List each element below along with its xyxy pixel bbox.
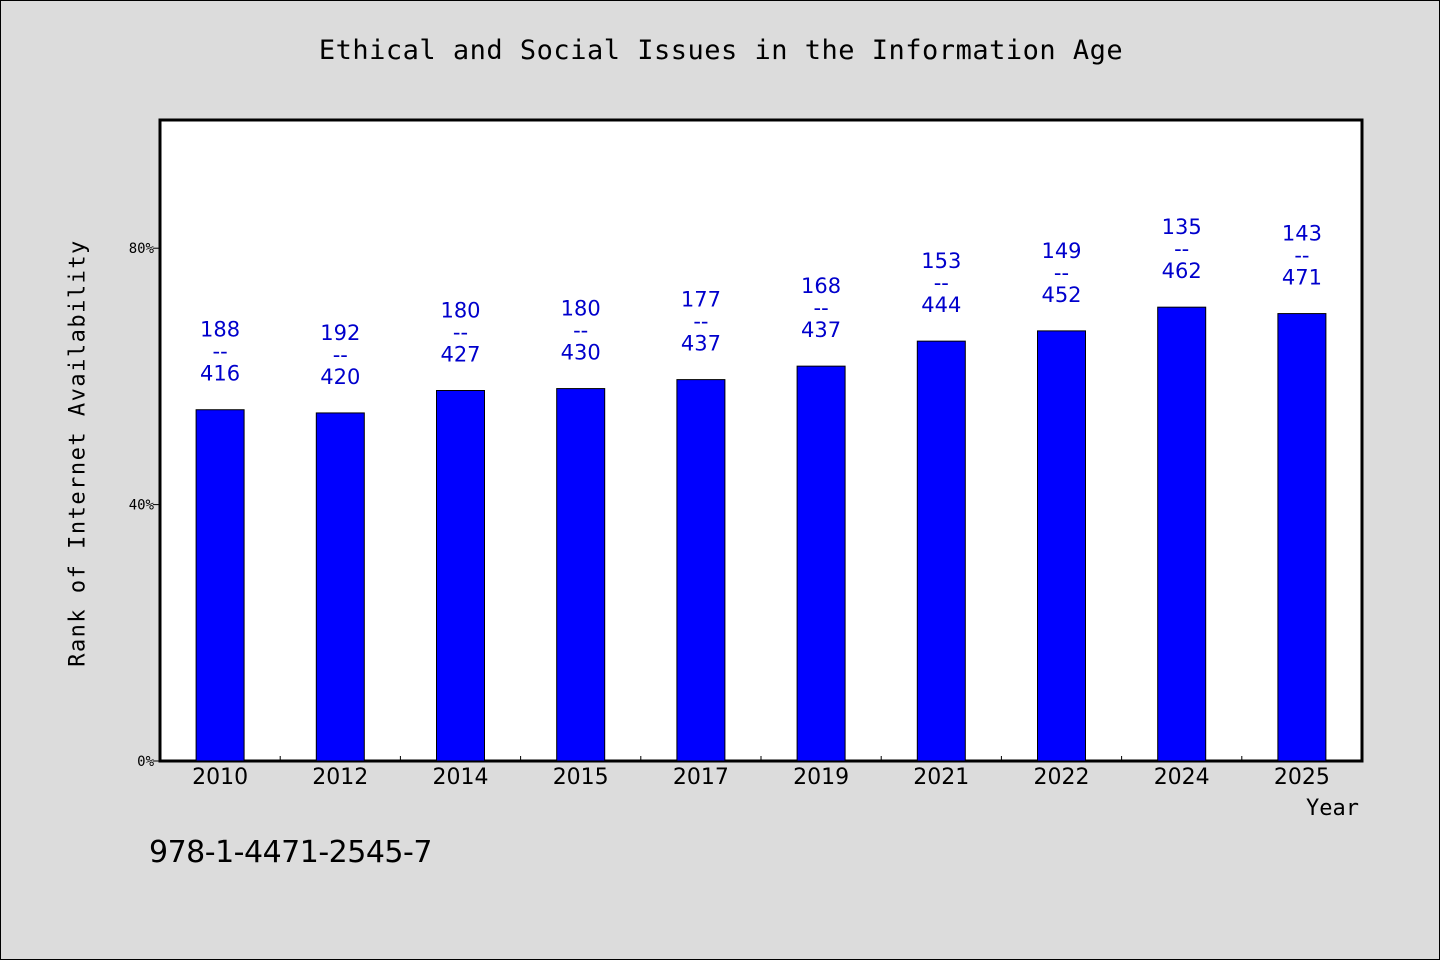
bar bbox=[1277, 313, 1327, 762]
y-tick-label: 0% bbox=[137, 754, 154, 770]
data-label: 168 bbox=[801, 274, 841, 298]
data-label: 416 bbox=[200, 362, 240, 386]
bar bbox=[195, 409, 245, 762]
x-tick-label: 2019 bbox=[793, 765, 849, 790]
data-label: 462 bbox=[1162, 259, 1202, 283]
x-tick-label: 2012 bbox=[312, 765, 368, 790]
data-label: 153 bbox=[921, 249, 961, 273]
x-tick-label: 2022 bbox=[1034, 765, 1090, 790]
x-tick-label: 2017 bbox=[673, 765, 729, 790]
data-label: -- bbox=[453, 321, 468, 345]
bar bbox=[916, 340, 966, 762]
data-label: 452 bbox=[1041, 283, 1081, 307]
bar bbox=[436, 390, 485, 762]
x-axis-label: Year bbox=[1306, 796, 1359, 821]
bar bbox=[676, 379, 726, 762]
y-tick-label: 80% bbox=[129, 241, 155, 257]
x-tick-label: 2014 bbox=[433, 765, 489, 790]
data-label: -- bbox=[213, 340, 228, 364]
x-tick-label: 2021 bbox=[913, 765, 969, 790]
data-label: -- bbox=[333, 343, 348, 367]
x-tick-label: 2015 bbox=[553, 765, 609, 790]
x-tick-label: 2025 bbox=[1274, 765, 1330, 790]
data-label: 427 bbox=[440, 343, 480, 367]
y-tick-label: 40% bbox=[129, 498, 155, 514]
bar bbox=[1037, 330, 1086, 762]
bar bbox=[796, 365, 846, 762]
x-tick-label: 2010 bbox=[192, 765, 248, 790]
data-label: 420 bbox=[320, 365, 360, 389]
bar bbox=[315, 412, 365, 762]
data-label: 437 bbox=[801, 318, 841, 342]
data-label: -- bbox=[1054, 261, 1069, 285]
data-label: 192 bbox=[320, 321, 360, 345]
chart-title: Ethical and Social Issues in the Informa… bbox=[318, 35, 1124, 66]
data-label: 135 bbox=[1162, 215, 1202, 239]
data-label: 471 bbox=[1282, 266, 1322, 290]
data-label: 437 bbox=[681, 332, 721, 356]
data-label: -- bbox=[814, 296, 829, 320]
data-label: -- bbox=[1294, 244, 1309, 268]
x-tick-label: 2024 bbox=[1154, 765, 1210, 790]
data-label: 430 bbox=[561, 341, 601, 365]
data-label: -- bbox=[573, 319, 588, 343]
data-label: 143 bbox=[1282, 222, 1322, 246]
data-label: -- bbox=[693, 310, 708, 334]
data-label: 180 bbox=[561, 297, 601, 321]
bar bbox=[1157, 306, 1207, 762]
data-label: 444 bbox=[921, 293, 961, 317]
data-label: 149 bbox=[1041, 239, 1081, 263]
data-label: 180 bbox=[440, 299, 480, 323]
data-label: 188 bbox=[200, 318, 240, 342]
bar bbox=[556, 388, 606, 762]
data-label: -- bbox=[934, 271, 949, 295]
data-label: 177 bbox=[681, 288, 721, 312]
isbn-text: 978-1-4471-2545-7 bbox=[149, 835, 432, 870]
data-label: -- bbox=[1174, 237, 1189, 261]
